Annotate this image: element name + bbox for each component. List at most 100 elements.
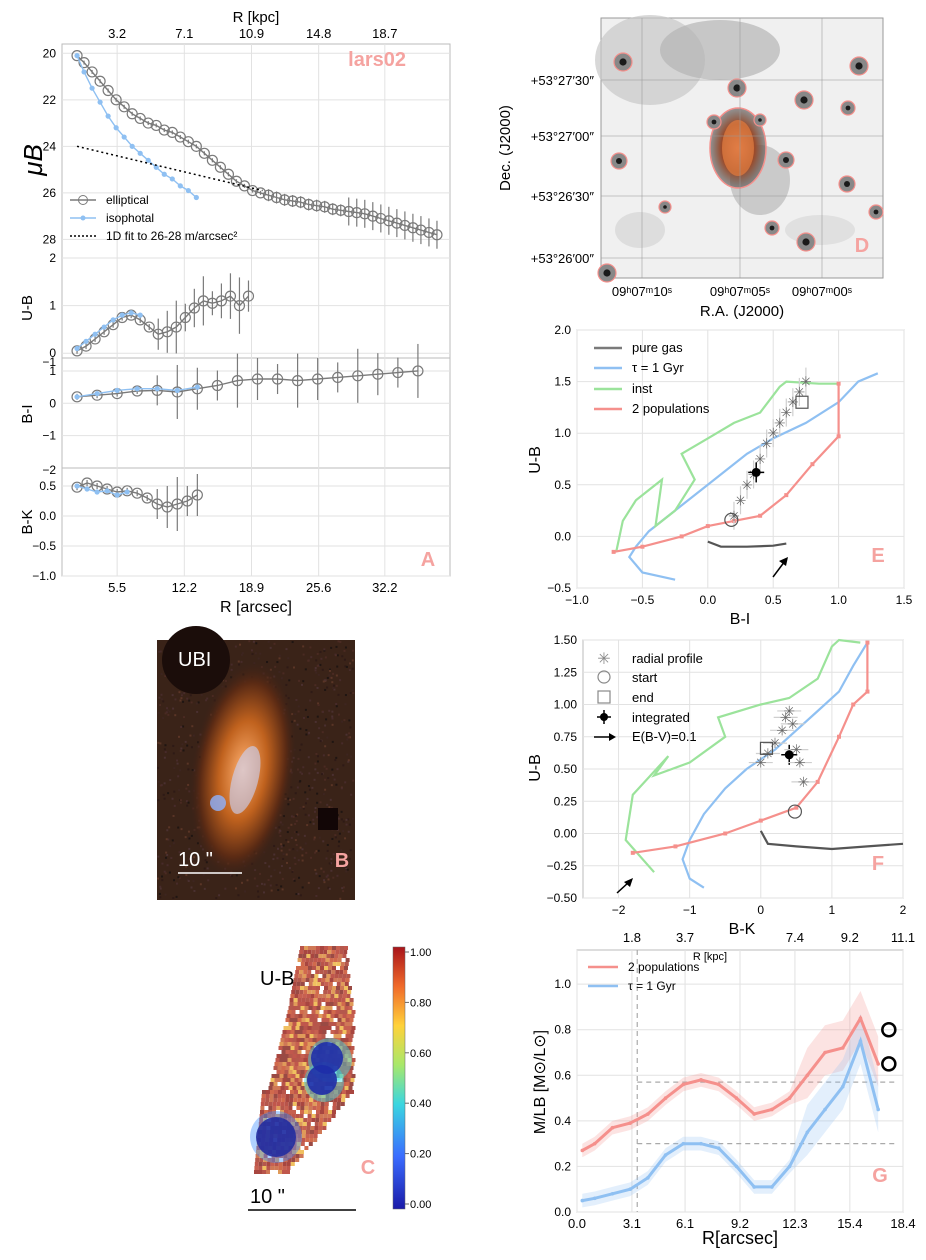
a-point-A-BK-3	[101, 483, 113, 495]
panel-c-colorbar	[392, 946, 406, 1210]
a-point-A-mu-2	[86, 66, 98, 78]
F-radial-point-2: ✳	[769, 735, 781, 751]
a-point-A-BI-8	[231, 375, 244, 387]
panel-b-masked-star	[318, 808, 338, 830]
legend-end-marker	[597, 690, 611, 704]
g-point-1-14	[823, 1107, 827, 1112]
g-point-1-7	[699, 1141, 703, 1146]
g-xtick-0: 0.0	[568, 1216, 586, 1231]
g-point-0-11	[770, 1107, 774, 1112]
panel-c-colorbar-ticks: 1.00 0.80 0.60 0.40 0.20 0.00	[405, 947, 431, 1211]
F-xtick-2: 0	[757, 903, 764, 917]
a-iso-point-A-BK-0	[74, 483, 80, 489]
g-top-tick-1: 3.7	[676, 930, 694, 945]
panel-f-ticks: −2 −1 0 1 2 −0.50 −0.25 0.00 0.25 0.50 0.75 1.00 1.2…	[547, 633, 907, 917]
a-point-A-mu-33	[335, 204, 347, 216]
panel-d-grid	[601, 18, 883, 278]
a-iso-point-A-BK-1	[84, 486, 90, 492]
panel-a-mu-frame	[61, 43, 451, 259]
E-ytick-5: 2.0	[554, 323, 571, 337]
a-ytick-2-0: −1	[42, 429, 56, 443]
a-top-tick-2: 10.9	[239, 26, 264, 41]
F-ytick-2: 0.00	[554, 827, 578, 841]
E-radial-point-7: ✳	[774, 415, 786, 431]
a-point-A-BI-10	[271, 373, 284, 385]
a-point-A-mu-17	[206, 154, 218, 166]
panel-f-letter: F	[872, 853, 884, 875]
panel-c-scalebar-label: 10 "	[250, 1186, 285, 1208]
a-point-A-UB-11	[170, 321, 182, 333]
E-2pop-mark-9	[836, 381, 841, 386]
a-point-A-mu-36	[359, 208, 371, 220]
F-line-2	[624, 638, 861, 873]
E-ytick-2: 0.5	[554, 478, 571, 492]
a-iso-point-A-mu-2	[89, 85, 95, 91]
F-radial-point-1: ✳	[762, 746, 774, 762]
a-point-A-BK-8	[151, 498, 163, 510]
panel-e-legend: pure gas τ = 1 Gyr inst 2 populations	[594, 340, 710, 416]
panel-g-xlabel: R[arcsec]	[702, 1228, 778, 1248]
F-ytick-0: −0.50	[547, 891, 578, 905]
legend-ebv: E(B-V)=0.1	[632, 729, 697, 744]
a-ytick-0-1: 22	[43, 93, 57, 107]
panel-b-label: UBI	[178, 649, 211, 671]
a-point-A-mu-24	[262, 189, 275, 201]
E-start-marker	[724, 512, 739, 527]
a-iso-point-A-mu-7	[129, 143, 135, 149]
legend-g-tau: τ = 1 Gyr	[628, 979, 676, 993]
panel-a-top-ticks: 3.2 7.1 10.9 14.8 18.7	[108, 26, 397, 41]
panel-a-tag: lars02	[348, 49, 406, 71]
panel-a-series	[71, 50, 443, 531]
panel-f-series: ✳✳✳✳✳✳✳✳✳✳	[616, 638, 904, 894]
a-iso-point-A-BI-2	[114, 387, 120, 393]
a-iso-point-A-mu-8	[137, 150, 143, 156]
panel-f-grid	[583, 639, 904, 899]
a-top-tick-4: 18.7	[372, 26, 397, 41]
E-2pop-mark-0	[611, 549, 616, 554]
F-xtick-1: −1	[683, 903, 697, 917]
a-point-A-BK-10	[171, 498, 183, 510]
E-xtick-2: 0.0	[699, 593, 716, 607]
a-iso-point-A-mu-11	[161, 171, 167, 177]
panel-a-bottom-ticks: 5.5 12.2 18.9 25.6 32.2	[108, 580, 397, 595]
a-point-A-BI-7	[211, 379, 224, 392]
a-point-A-BI-3	[131, 385, 143, 397]
panel-b-blue-knot	[210, 795, 226, 811]
a-point-A-BI-5	[171, 386, 183, 398]
legend-elliptical: elliptical	[106, 193, 149, 207]
a-ytick-3-3: 0.5	[39, 479, 56, 493]
F-ytick-8: 1.50	[554, 633, 578, 647]
d-xtick-0: 09ʰ07ᵐ10ˢ	[612, 284, 673, 299]
g-top-tick-3: 9.2	[841, 930, 859, 945]
a-iso-point-A-BI-4	[154, 386, 160, 392]
E-ytick-3: 1.0	[554, 426, 571, 440]
g-point-0-14	[823, 1050, 827, 1055]
E-reddening-arrow	[779, 557, 788, 566]
panel-b-scalebar-label: 10 "	[178, 849, 213, 871]
legend-2-populations: 2 populations	[632, 401, 710, 416]
legend-pure-gas: pure gas	[632, 340, 683, 355]
a-point-A-mu-19	[222, 168, 235, 180]
a-point-A-BK-11	[181, 495, 193, 507]
a-ytick-2-1: 0	[49, 396, 56, 410]
a-iso-point-A-UB-5	[119, 312, 125, 318]
E-line-2	[615, 380, 839, 553]
legend-radial-profile: radial profile	[632, 651, 703, 666]
F-radial-point-6: ✳	[787, 716, 799, 732]
legend-integrated: integrated	[632, 710, 690, 725]
g-point-0-10	[752, 1112, 756, 1116]
F-2pop-mark-6	[837, 734, 841, 739]
g-point-0-13	[805, 1073, 810, 1078]
panel-e-xlabel: B-I	[730, 611, 750, 628]
a-point-A-mu-0	[71, 50, 83, 62]
panel-e-ticks: −1.0 −0.5 0.0 0.5 1.0 1.5−0.50.00.51.01.52.0	[547, 323, 912, 607]
a-point-A-BK-9	[161, 501, 173, 513]
a-ytick-0-4: 28	[43, 232, 57, 246]
a-extra-tick-0: −1	[42, 355, 56, 369]
a-point-A-BI-12	[312, 373, 324, 385]
E-ytick-0: −0.5	[547, 581, 571, 595]
legend-tau: τ = 1 Gyr	[632, 360, 684, 375]
E-2pop-mark-3	[705, 524, 710, 529]
a-point-A-mu-25	[270, 191, 283, 204]
a-ytick-1-1: 1	[49, 299, 56, 313]
